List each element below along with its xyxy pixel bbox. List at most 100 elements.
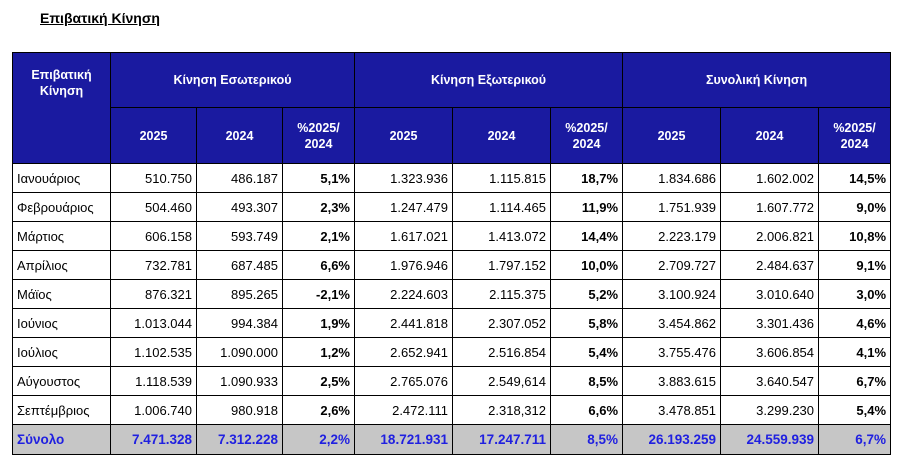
total-2025-cell: 1.751.939 xyxy=(622,192,722,222)
domestic-pct-cell: 2,3% xyxy=(282,192,355,222)
total-2025-cell: 2.709.727 xyxy=(622,250,722,280)
domestic-group-header: Κίνηση Εσωτερικού xyxy=(110,52,355,108)
domestic-2024-cell: 980.918 xyxy=(196,395,283,425)
international-pct-cell: 14,4% xyxy=(549,221,624,251)
international-2025-cell: 2.472.111 xyxy=(354,395,453,425)
international-pct-cell: 5,8% xyxy=(549,308,624,338)
total-2024-cell: 1.607.772 xyxy=(720,192,820,222)
international-2025-cell: 2.224.603 xyxy=(354,279,453,309)
total-pct-cell: 6,7% xyxy=(818,424,892,455)
total-2025-cell: 3.454.862 xyxy=(622,308,722,338)
international-pct-cell: 5,2% xyxy=(549,279,624,309)
international-2025-cell: 1.617.021 xyxy=(354,221,453,251)
table-row: Ιανουάριος 510.750 486.187 5,1% 1.323.936 1.1… xyxy=(12,163,892,193)
domestic-2025-cell: 1.013.044 xyxy=(110,308,197,338)
domestic-2024-cell: 687.485 xyxy=(196,250,283,280)
domestic-2025-cell: 510.750 xyxy=(110,163,197,193)
international-2025-cell: 2.441.818 xyxy=(354,308,453,338)
col-header-2024: 2024 xyxy=(452,107,551,164)
international-2024-cell: 1.114.465 xyxy=(452,192,551,222)
col-header-pct: %2025/ 2024 xyxy=(282,107,355,164)
domestic-2024-cell: 1.090.933 xyxy=(196,366,283,396)
domestic-pct-cell: 5,1% xyxy=(282,163,355,193)
total-2024-cell: 3.299.230 xyxy=(720,395,820,425)
international-2025-cell: 1.976.946 xyxy=(354,250,453,280)
international-pct-cell: 8,5% xyxy=(549,424,624,455)
total-2025-cell: 3.883.615 xyxy=(622,366,722,396)
col-header-2024: 2024 xyxy=(196,107,283,164)
international-2025-cell: 2.765.076 xyxy=(354,366,453,396)
domestic-pct-cell: 2,1% xyxy=(282,221,355,251)
total-2024-cell: 3.640.547 xyxy=(720,366,820,396)
total-2024-cell: 2.006.821 xyxy=(720,221,820,251)
total-label: Σύνολο xyxy=(12,424,111,455)
total-pct-cell: 5,4% xyxy=(818,395,892,425)
total-2024-cell: 2.484.637 xyxy=(720,250,820,280)
domestic-2025-cell: 1.118.539 xyxy=(110,366,197,396)
international-pct-cell: 11,9% xyxy=(549,192,624,222)
month-cell: Μάϊος xyxy=(12,279,111,309)
domestic-2025-cell: 876.321 xyxy=(110,279,197,309)
table-row: Ιούνιος 1.013.044 994.384 1,9% 2.441.818 2.30… xyxy=(12,308,892,338)
col-header-2025: 2025 xyxy=(110,107,197,164)
month-cell: Φεβρουάριος xyxy=(12,192,111,222)
international-2024-cell: 2.115.375 xyxy=(452,279,551,309)
total-2024-cell: 24.559.939 xyxy=(720,424,820,455)
month-cell: Ιούλιος xyxy=(12,337,111,367)
international-2024-cell: 1.115.815 xyxy=(452,163,551,193)
international-2024-cell: 17.247.711 xyxy=(452,424,551,455)
international-2025-cell: 1.323.936 xyxy=(354,163,453,193)
domestic-2024-cell: 493.307 xyxy=(196,192,283,222)
total-2025-cell: 3.755.476 xyxy=(622,337,722,367)
domestic-2025-cell: 504.460 xyxy=(110,192,197,222)
domestic-2024-cell: 895.265 xyxy=(196,279,283,309)
domestic-2025-cell: 1.102.535 xyxy=(110,337,197,367)
total-pct-cell: 4,6% xyxy=(818,308,892,338)
domestic-2025-cell: 1.006.740 xyxy=(110,395,197,425)
international-pct-cell: 18,7% xyxy=(549,163,624,193)
domestic-2024-cell: 593.749 xyxy=(196,221,283,251)
international-2024-cell: 2.318,312 xyxy=(452,395,551,425)
domestic-pct-cell: 1,9% xyxy=(282,308,355,338)
table-row: Φεβρουάριος 504.460 493.307 2,3% 1.247.479 1.… xyxy=(12,192,892,222)
total-2024-cell: 3.606.854 xyxy=(720,337,820,367)
col-header-2025: 2025 xyxy=(622,107,722,164)
total-2024-cell: 3.010.640 xyxy=(720,279,820,309)
total-pct-cell: 14,5% xyxy=(818,163,892,193)
month-cell: Μάρτιος xyxy=(12,221,111,251)
col-header-pct: %2025/ 2024 xyxy=(549,107,624,164)
table-row: Απρίλιος 732.781 687.485 6,6% 1.976.946 1.797… xyxy=(12,250,892,280)
international-group-header: Κίνηση Εξωτερικού xyxy=(353,52,624,108)
total-pct-cell: 9,0% xyxy=(818,192,892,222)
table-row: Ιούλιος 1.102.535 1.090.000 1,2% 2.652.941 2.… xyxy=(12,337,892,367)
domestic-pct-cell: -2,1% xyxy=(282,279,355,309)
col-header-2025: 2025 xyxy=(354,107,453,164)
table-row: Αύγουστος 1.118.539 1.090.933 2,5% 2.765.076… xyxy=(12,366,892,396)
domestic-2024-cell: 994.384 xyxy=(196,308,283,338)
total-2024-cell: 3.301.436 xyxy=(720,308,820,338)
month-cell: Απρίλιος xyxy=(12,250,111,280)
international-pct-cell: 10,0% xyxy=(549,250,624,280)
total-2025-cell: 2.223.179 xyxy=(622,221,722,251)
domestic-2025-cell: 732.781 xyxy=(110,250,197,280)
total-pct-cell: 4,1% xyxy=(818,337,892,367)
domestic-2025-cell: 7.471.328 xyxy=(110,424,197,455)
table-body: Ιανουάριος 510.750 486.187 5,1% 1.323.936 1.1… xyxy=(12,163,892,455)
row-label-header: Επιβατική Κίνηση xyxy=(12,52,111,164)
total-group-header: Συνολική Κίνηση xyxy=(622,52,892,108)
international-2025-cell: 18.721.931 xyxy=(354,424,453,455)
domestic-2024-cell: 1.090.000 xyxy=(196,337,283,367)
domestic-2024-cell: 7.312.228 xyxy=(196,424,283,455)
month-cell: Ιούνιος xyxy=(12,308,111,338)
table-row: Μάϊος 876.321 895.265 -2,1% 2.224.603 2.115.3… xyxy=(12,279,892,309)
international-2024-cell: 2.307.052 xyxy=(452,308,551,338)
domestic-pct-cell: 6,6% xyxy=(282,250,355,280)
col-header-pct: %2025/ 2024 xyxy=(818,107,892,164)
total-2025-cell: 3.100.924 xyxy=(622,279,722,309)
domestic-2025-cell: 606.158 xyxy=(110,221,197,251)
total-2025-cell: 1.834.686 xyxy=(622,163,722,193)
col-header-2024: 2024 xyxy=(720,107,820,164)
international-2024-cell: 2.516.854 xyxy=(452,337,551,367)
total-pct-cell: 9,1% xyxy=(818,250,892,280)
page-title: Επιβατική Κίνηση xyxy=(40,10,160,26)
